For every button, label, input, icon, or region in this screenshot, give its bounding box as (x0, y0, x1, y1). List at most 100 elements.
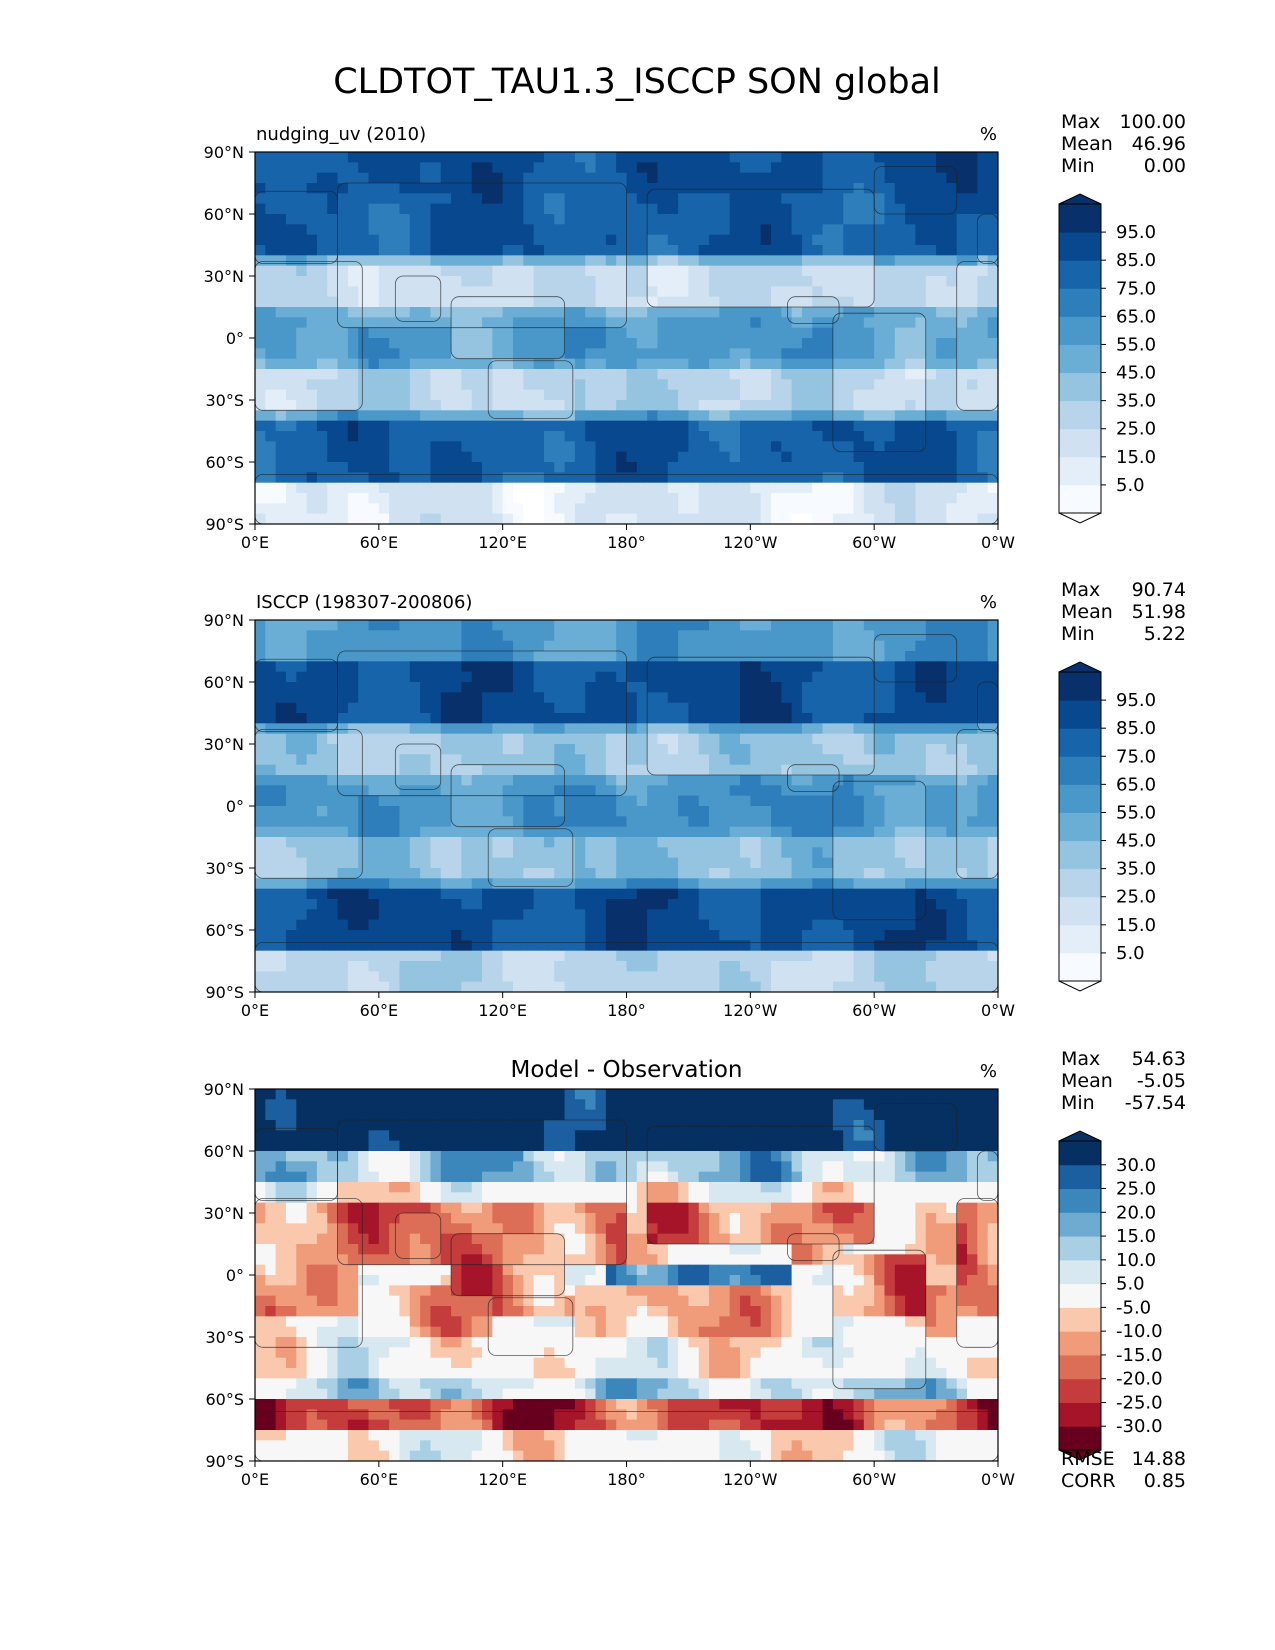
map-cell (791, 909, 803, 921)
map-cell (492, 503, 504, 515)
map-cell (946, 640, 958, 652)
map-cell (482, 806, 493, 817)
map-cell (698, 785, 710, 797)
map-cell (667, 358, 679, 370)
map-cell (812, 513, 824, 524)
map-cell (368, 692, 380, 704)
map-cell (894, 358, 906, 370)
map-cell (822, 389, 834, 401)
map-cell (636, 358, 648, 370)
map-cell (347, 868, 359, 879)
map-cell (657, 245, 669, 256)
map-cell (275, 358, 287, 370)
map-cell (791, 379, 803, 391)
map-cell (306, 420, 318, 432)
map-cell (647, 183, 659, 194)
map-cell (378, 651, 390, 662)
map-cell (905, 307, 917, 318)
map-cell (255, 503, 266, 515)
map-cell (327, 785, 339, 797)
map-cell (698, 837, 710, 848)
map-cell (709, 389, 720, 401)
map-cell (822, 723, 834, 735)
map-cell (760, 214, 772, 225)
map-cell (368, 431, 380, 442)
map-cell (667, 327, 679, 339)
map-cell (894, 234, 906, 246)
map-cell (719, 420, 731, 432)
map-cell (647, 795, 659, 807)
map-cell (482, 493, 493, 504)
map-cell (554, 764, 566, 776)
map-cell (492, 431, 504, 442)
map-cell (781, 255, 793, 267)
map-cell (946, 493, 958, 504)
map-cell (987, 940, 998, 952)
map-cell (306, 682, 318, 693)
map-cell (358, 203, 370, 215)
map-cell (461, 369, 473, 380)
map-cell (781, 234, 793, 246)
map-cell (605, 152, 617, 163)
map-cell (378, 493, 390, 504)
map-cell (306, 503, 318, 515)
map-cell (760, 348, 772, 360)
map-cell (523, 919, 535, 931)
map-cell (296, 661, 308, 673)
map-cell (409, 744, 421, 755)
map-cell (719, 152, 731, 163)
map-cell (801, 420, 813, 432)
map-cell (977, 919, 989, 931)
map-cell (492, 713, 504, 724)
map-cell (451, 847, 462, 859)
map-cell (946, 379, 958, 391)
map-cell (409, 493, 421, 504)
map-cell (471, 620, 483, 631)
map-cell (719, 909, 731, 921)
map-cell (430, 857, 442, 869)
map-cell (285, 950, 297, 962)
map-cell (316, 899, 328, 910)
map-cell (492, 358, 504, 370)
map-cell (647, 702, 659, 714)
map-cell (605, 661, 617, 673)
map-cell (977, 888, 989, 900)
map-cell (306, 940, 318, 952)
map-cell (306, 806, 318, 817)
map-cell (502, 661, 514, 673)
map-cell (451, 410, 462, 422)
map-cell (605, 806, 617, 817)
map-cell (874, 723, 886, 735)
map-cell (801, 682, 813, 693)
map-cell (451, 451, 462, 463)
map-cell (843, 775, 855, 786)
map-cell (461, 276, 473, 287)
map-cell (647, 888, 659, 900)
map-cell (285, 193, 297, 205)
map-cell (316, 317, 328, 329)
map-cell (657, 795, 669, 807)
map-cell (791, 868, 803, 879)
map-cell (296, 162, 308, 174)
map-cell (709, 327, 720, 339)
map-cell (812, 733, 824, 745)
map-cell (554, 640, 566, 652)
map-cell (863, 919, 875, 931)
map-cell (647, 348, 659, 360)
map-cell (781, 358, 793, 370)
map-cell (461, 940, 473, 952)
map-cell (626, 203, 638, 215)
map-cell (936, 785, 947, 797)
map-cell (698, 369, 710, 380)
map-cell (874, 152, 886, 163)
map-cell (327, 754, 339, 766)
map-cell (812, 152, 824, 163)
map-cell (523, 733, 535, 745)
map-cell (647, 265, 659, 277)
map-cell (626, 878, 638, 890)
map-cell (399, 682, 411, 693)
map-cell (420, 338, 432, 349)
map-cell (492, 671, 504, 683)
map-cell (265, 868, 277, 879)
map-cell (306, 358, 318, 370)
